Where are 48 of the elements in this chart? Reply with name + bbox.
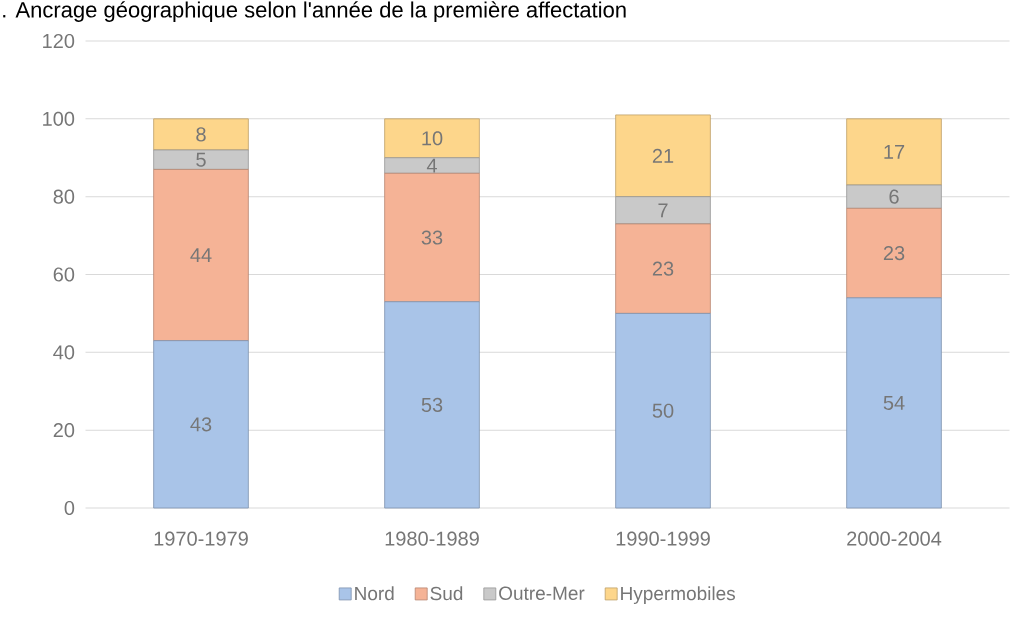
bar xyxy=(384,118,480,159)
y-tick-label: 20 xyxy=(53,423,75,438)
bar xyxy=(846,118,942,186)
x-tick-label: 1980-1989 xyxy=(385,531,479,546)
y-tick-label: 0 xyxy=(64,500,75,516)
bar xyxy=(153,340,249,509)
data-label: 54 xyxy=(883,395,905,410)
bar xyxy=(153,169,249,342)
legend-label: Outre-Mer xyxy=(499,586,585,600)
bar xyxy=(153,149,249,170)
data-label: 50 xyxy=(652,403,674,418)
data-label: 23 xyxy=(652,261,674,276)
y-tick-label: 120 xyxy=(43,33,75,49)
bar xyxy=(846,297,942,509)
legend-label: Nord xyxy=(355,586,394,601)
bar xyxy=(384,157,480,174)
chart-title: . Ancrage géographique selon l'année de la première affectation xyxy=(3,1,626,22)
data-label: 8 xyxy=(196,127,206,142)
x-tick-label: 1970-1979 xyxy=(154,531,248,546)
legend-label: Hypermobiles xyxy=(621,586,736,604)
data-label: 21 xyxy=(652,148,674,163)
bar xyxy=(615,196,711,225)
bar xyxy=(615,223,711,314)
bar xyxy=(384,172,480,303)
x-tick-label: 1990-1999 xyxy=(616,531,710,546)
data-label: 6 xyxy=(889,189,899,204)
y-tick-label: 100 xyxy=(43,111,75,126)
data-label: 7 xyxy=(658,203,668,218)
data-label: 10 xyxy=(422,131,443,146)
legend-label: Sud xyxy=(430,586,463,601)
data-label: 4 xyxy=(426,158,437,173)
bar xyxy=(846,184,942,209)
bar xyxy=(384,301,480,509)
data-label: 5 xyxy=(196,152,206,167)
y-tick-label: 40 xyxy=(53,345,75,360)
bar xyxy=(615,313,711,509)
data-label: 23 xyxy=(883,246,905,261)
data-label: 17 xyxy=(884,145,905,159)
y-tick-label: 80 xyxy=(53,189,75,204)
data-label: 53 xyxy=(421,397,443,412)
bar xyxy=(846,207,942,299)
data-label: 44 xyxy=(190,248,212,262)
data-label: 33 xyxy=(421,230,443,245)
bar xyxy=(615,114,711,198)
y-tick-label: 60 xyxy=(53,267,75,282)
x-tick-label: 2000-2004 xyxy=(847,531,942,546)
bar xyxy=(153,118,249,151)
data-label: 43 xyxy=(190,417,212,432)
